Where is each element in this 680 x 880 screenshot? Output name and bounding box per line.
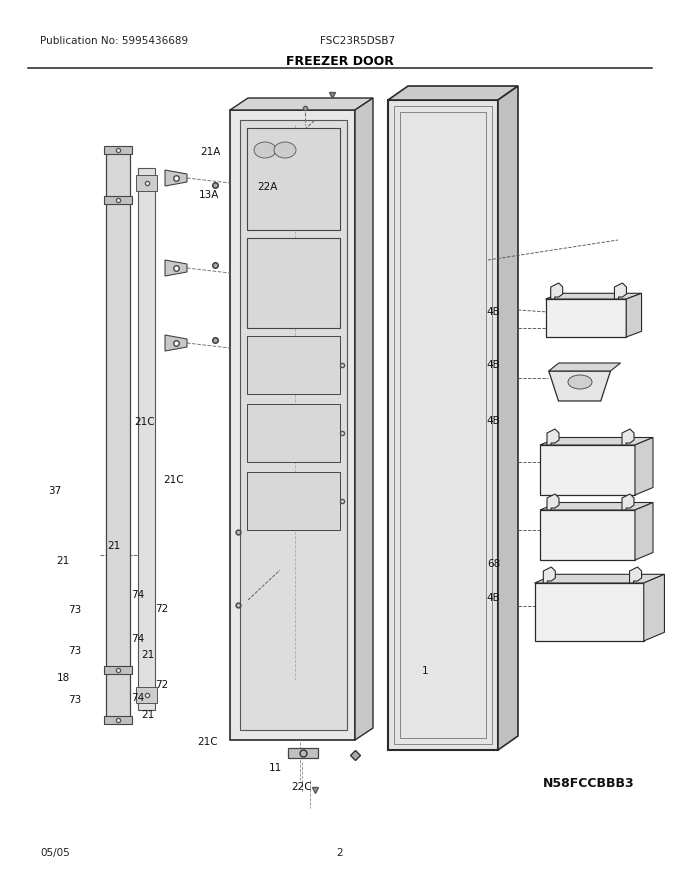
Text: 05/05: 05/05 <box>40 848 70 858</box>
Polygon shape <box>240 120 347 730</box>
Polygon shape <box>104 716 132 724</box>
Text: 73: 73 <box>68 646 81 656</box>
Text: 37: 37 <box>48 486 61 496</box>
Text: 73: 73 <box>68 605 81 615</box>
Text: 18: 18 <box>56 672 69 683</box>
Polygon shape <box>626 293 641 337</box>
Polygon shape <box>534 575 664 583</box>
Polygon shape <box>498 86 518 750</box>
Polygon shape <box>138 168 155 710</box>
Polygon shape <box>547 429 559 445</box>
Polygon shape <box>230 110 355 740</box>
Polygon shape <box>247 472 340 530</box>
Polygon shape <box>165 170 187 186</box>
Polygon shape <box>230 98 373 110</box>
Text: 72: 72 <box>155 604 168 614</box>
Polygon shape <box>622 494 634 510</box>
Text: 4B: 4B <box>487 360 500 370</box>
Text: 22C: 22C <box>291 781 311 792</box>
Polygon shape <box>547 494 559 510</box>
Polygon shape <box>549 371 611 401</box>
Text: 74: 74 <box>131 590 144 600</box>
Text: 11: 11 <box>269 763 282 774</box>
Text: 4B: 4B <box>487 592 500 603</box>
Polygon shape <box>165 335 187 351</box>
Polygon shape <box>540 510 635 560</box>
Polygon shape <box>644 575 664 641</box>
Polygon shape <box>540 437 653 445</box>
Text: 74: 74 <box>131 634 144 644</box>
Text: 68: 68 <box>487 559 500 569</box>
Polygon shape <box>540 502 653 510</box>
Text: 13A: 13A <box>199 190 220 201</box>
Text: N58FCCBBB3: N58FCCBBB3 <box>543 777 635 790</box>
Text: FSC23R5DSB7: FSC23R5DSB7 <box>320 36 395 46</box>
Polygon shape <box>549 363 620 371</box>
Polygon shape <box>615 283 626 299</box>
Polygon shape <box>247 336 340 394</box>
Polygon shape <box>551 283 563 299</box>
Polygon shape <box>635 502 653 560</box>
Text: 1: 1 <box>422 665 428 676</box>
Polygon shape <box>622 429 634 445</box>
Text: 21C: 21C <box>163 475 184 486</box>
Text: 4B: 4B <box>487 415 500 426</box>
Polygon shape <box>165 260 187 276</box>
Polygon shape <box>288 748 318 758</box>
Polygon shape <box>534 583 644 641</box>
Text: 21: 21 <box>141 709 154 720</box>
Polygon shape <box>545 293 641 299</box>
Text: 4B: 4B <box>487 307 500 318</box>
Text: 21: 21 <box>141 649 154 660</box>
Polygon shape <box>136 687 157 703</box>
Polygon shape <box>247 238 340 328</box>
Text: 21: 21 <box>107 540 120 551</box>
Text: FREEZER DOOR: FREEZER DOOR <box>286 55 394 68</box>
Text: 21C: 21C <box>197 737 218 747</box>
Polygon shape <box>355 98 373 740</box>
Text: 21: 21 <box>56 556 69 567</box>
Text: 73: 73 <box>68 694 81 705</box>
Polygon shape <box>104 666 132 674</box>
Text: 22A: 22A <box>257 182 277 193</box>
Polygon shape <box>543 567 556 583</box>
Polygon shape <box>104 146 132 154</box>
Polygon shape <box>136 175 157 191</box>
Text: 74: 74 <box>131 693 144 703</box>
Text: 21C: 21C <box>135 417 155 428</box>
Text: 21A: 21A <box>201 147 221 158</box>
Ellipse shape <box>568 375 592 389</box>
Polygon shape <box>247 404 340 462</box>
Ellipse shape <box>254 142 276 158</box>
Polygon shape <box>106 150 130 720</box>
Polygon shape <box>635 437 653 495</box>
Text: 2: 2 <box>337 848 343 858</box>
Polygon shape <box>388 100 498 750</box>
Polygon shape <box>630 567 641 583</box>
Polygon shape <box>104 196 132 204</box>
Text: 72: 72 <box>155 679 168 690</box>
Polygon shape <box>247 128 340 230</box>
Polygon shape <box>388 86 518 100</box>
Polygon shape <box>545 299 626 337</box>
Text: Publication No: 5995436689: Publication No: 5995436689 <box>40 36 188 46</box>
Polygon shape <box>540 445 635 495</box>
Ellipse shape <box>274 142 296 158</box>
